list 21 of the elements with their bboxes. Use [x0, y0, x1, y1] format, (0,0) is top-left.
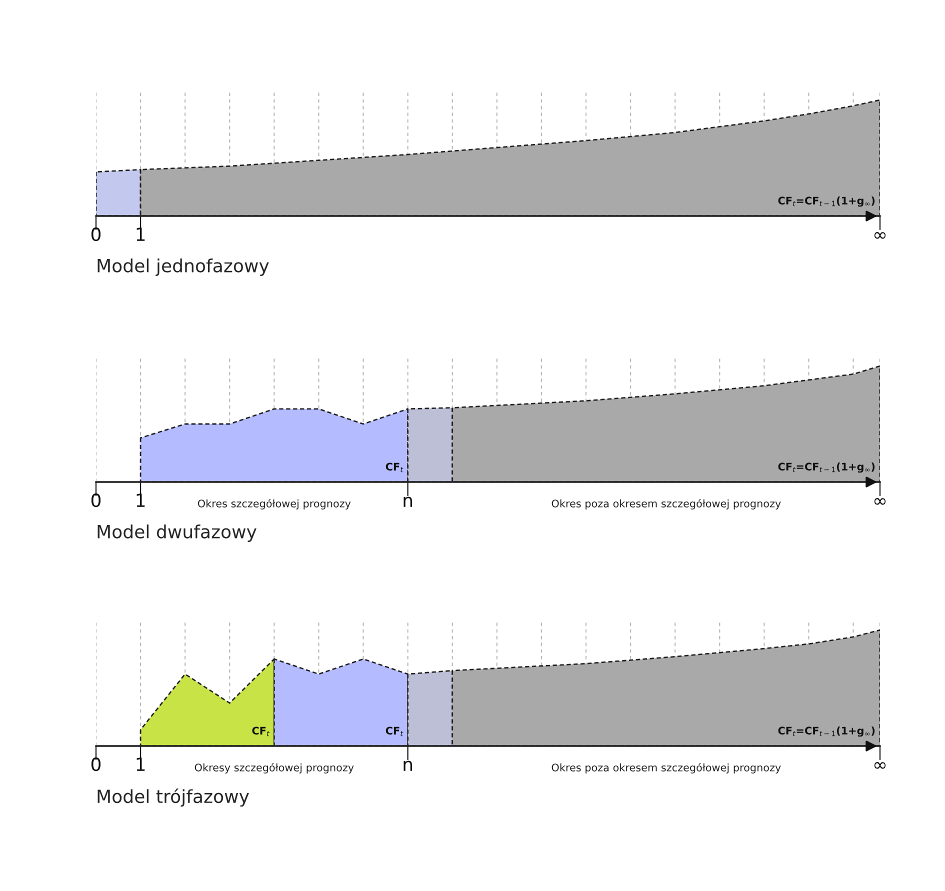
x-tick-label: 0 [91, 757, 101, 772]
text: Okresy szczegółowej prognozy [194, 762, 354, 774]
x-tick-label: 0 [91, 227, 101, 242]
x-tick-label: n [404, 496, 412, 507]
text: Okres poza okresem szczegółowej prognozy [552, 762, 781, 774]
x-axis-title: Model dwufazowy [98, 524, 256, 542]
annotation: CF$_{t}$ [386, 462, 404, 472]
x-tick-label: ∞ [874, 232, 886, 239]
x-tick-label: ∞ [874, 762, 886, 769]
annotation: CF$_{t}$=CF$_{t−1}$(1+g$_{∞}$) [778, 726, 875, 737]
annotation: CF$_{t}$=CF$_{t−1}$(1+g$_{∞}$) [778, 196, 875, 207]
x-tick-label: n [404, 760, 412, 771]
x-axis-title: Model jednofazowy [98, 258, 269, 276]
annotation: CF$_{t}$ [252, 726, 270, 736]
text: Okres poza okresem szczegółowej prognozy [552, 498, 781, 510]
x-tick-label: 0 [91, 493, 101, 508]
annotation: CF$_{t}$ [386, 726, 404, 736]
text: Okres szczegółowej prognozy [198, 498, 351, 510]
x-axis-title: Model trójfazowy [98, 788, 249, 807]
annotation: CF$_{t}$=CF$_{t−1}$(1+g$_{∞}$) [778, 462, 875, 473]
x-tick-label: ∞ [874, 498, 886, 505]
